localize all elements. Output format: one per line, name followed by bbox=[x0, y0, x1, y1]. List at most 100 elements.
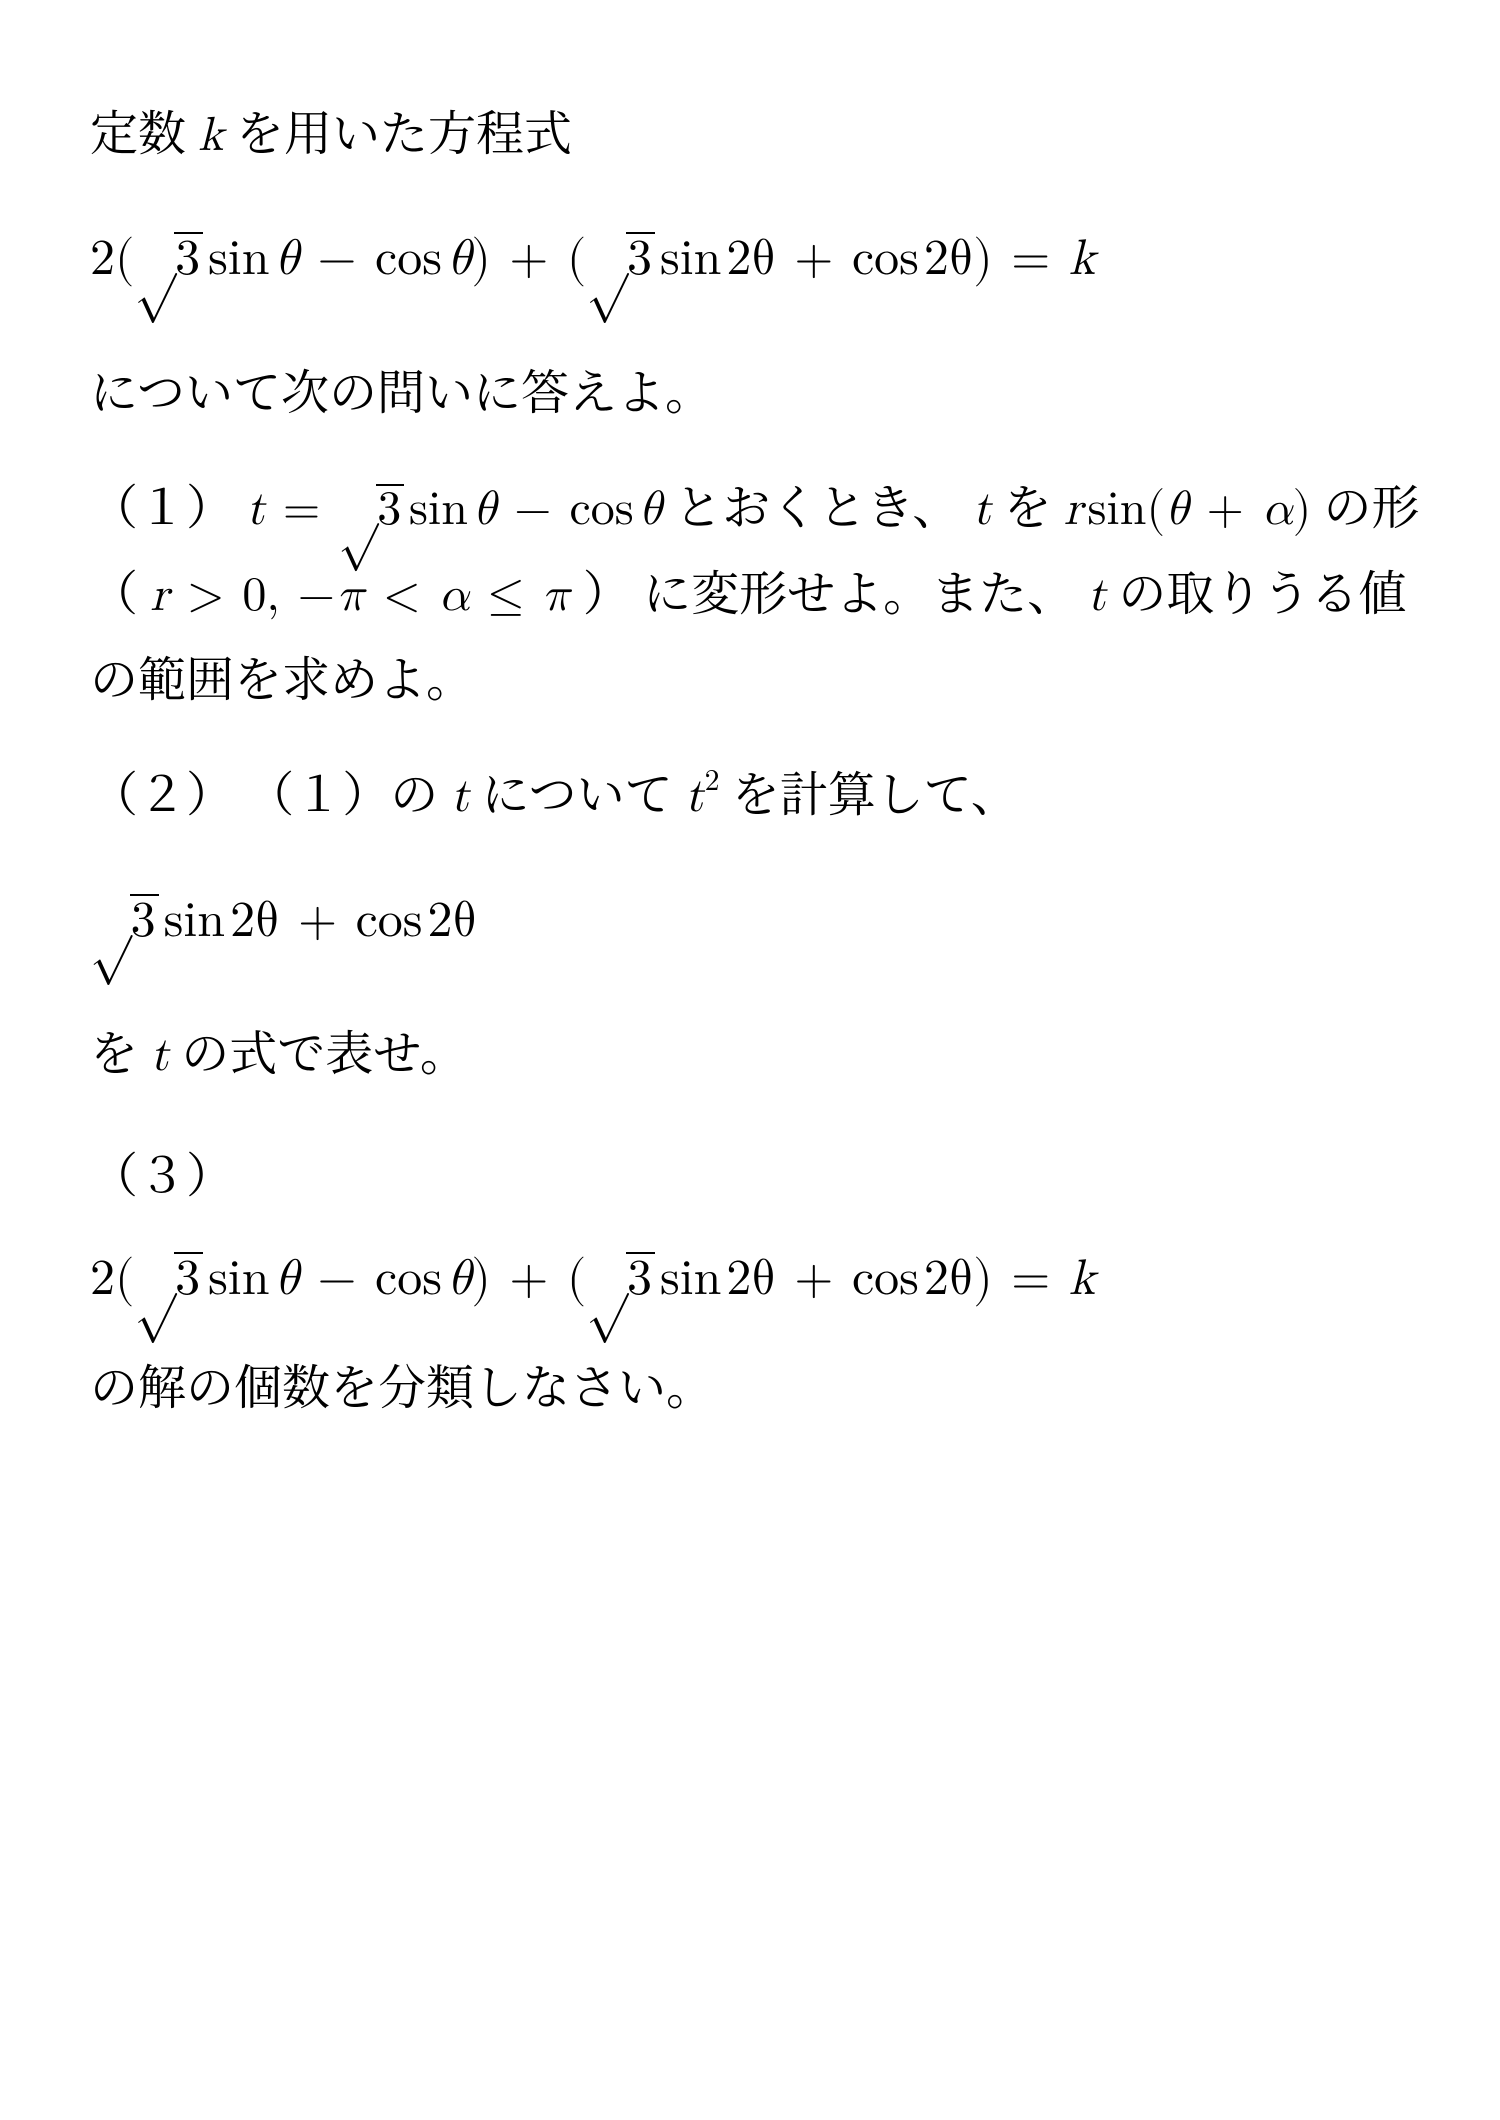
q1-le: ≤ bbox=[469, 572, 542, 620]
q3-theta-2: θ bbox=[447, 1254, 471, 1304]
q1-lp: ( bbox=[1146, 486, 1165, 534]
q2-mid: について bbox=[469, 756, 685, 825]
q1-theta-1: θ bbox=[473, 486, 496, 534]
q3-sqrt3-b-rad: 3 bbox=[626, 1252, 655, 1304]
q3-num-2: 2 bbox=[90, 1254, 115, 1304]
q2-cos: cos bbox=[356, 896, 423, 946]
q3-tail: の解の個数を分類しなさい。 bbox=[90, 1344, 1420, 1423]
q3-eq-math: 2(√3 sin θ − cos θ) + (√3 sin 2θ + cos 2… bbox=[90, 1254, 1095, 1304]
q1-theta-3: θ bbox=[1165, 486, 1188, 534]
q2-tail1: を計算して、 bbox=[719, 756, 1018, 825]
q3-sqrt3-a: √3 bbox=[134, 1238, 203, 1321]
q3-2theta-1: 2θ bbox=[726, 1254, 775, 1304]
q2-tail2-a: を bbox=[90, 1015, 150, 1084]
q2-2theta-2: 2θ bbox=[427, 896, 476, 946]
q2-sqrt3-rad: 3 bbox=[130, 894, 159, 946]
q1-label: （１） bbox=[90, 469, 246, 538]
q3-2theta-2: 2θ bbox=[924, 1254, 973, 1304]
q1-pi2: π bbox=[542, 572, 570, 620]
q1-pi1: π bbox=[337, 572, 365, 620]
q2-tsq: t2 bbox=[685, 773, 720, 821]
q1-sin: sin bbox=[409, 486, 468, 534]
q1-zero: 0 bbox=[242, 572, 266, 620]
q3-eq-op: = bbox=[993, 1254, 1069, 1304]
q2-sin: sin bbox=[164, 896, 225, 946]
plus-op-2: + bbox=[776, 234, 852, 284]
q1-t3: t bbox=[1087, 572, 1106, 620]
q2-tail2-b: の式で表せ。 bbox=[169, 1015, 468, 1084]
q1-neg: − bbox=[296, 572, 337, 620]
sqrt3-b-rad: 3 bbox=[626, 232, 655, 284]
q1-alpha: α bbox=[1262, 486, 1293, 534]
q2-sq: 2 bbox=[705, 766, 720, 796]
q2-display-expr: √3 sin 2θ + cos 2θ bbox=[90, 874, 1420, 963]
q3-rparen-1: ) bbox=[471, 1254, 490, 1304]
two-theta-2: 2θ bbox=[924, 234, 973, 284]
q3-cos-2: cos bbox=[852, 1254, 919, 1304]
q2-label: （２） （１）の bbox=[90, 756, 451, 825]
q1-comma: , bbox=[266, 572, 295, 620]
q3-lparen-1: ( bbox=[115, 1254, 134, 1304]
var-k: k bbox=[198, 112, 223, 160]
question-3-label: （３） bbox=[90, 1132, 1420, 1211]
q3-plus-2: + bbox=[776, 1254, 852, 1304]
q1-minus: − bbox=[496, 486, 569, 534]
q1-r: r bbox=[1064, 486, 1083, 534]
q1-alpha2: α bbox=[438, 572, 469, 620]
sin-1: sin bbox=[208, 234, 269, 284]
q1-sqrt3: √3 bbox=[338, 471, 404, 550]
q3-sin-1: sin bbox=[208, 1254, 269, 1304]
q1-plus: + bbox=[1189, 486, 1262, 534]
cos-2: cos bbox=[852, 234, 919, 284]
q2-sqrt3: √3 bbox=[90, 880, 159, 963]
q2-t3: t bbox=[150, 1032, 169, 1080]
intro-post: を用いた方程式 bbox=[224, 95, 572, 164]
eq-op: = bbox=[993, 234, 1069, 284]
q2-t2: t bbox=[685, 773, 704, 821]
q2-2theta-1: 2θ bbox=[230, 896, 279, 946]
theta-2: θ bbox=[447, 234, 471, 284]
sin-2: sin bbox=[660, 234, 721, 284]
q1-lt: < bbox=[365, 572, 438, 620]
cos-1: cos bbox=[375, 234, 442, 284]
q1-def: t = √3 sin θ − cos θ bbox=[246, 486, 662, 534]
q3-minus: − bbox=[299, 1254, 375, 1304]
q1-cos: cos bbox=[569, 486, 633, 534]
q2-expr: √3 sin 2θ + cos 2θ bbox=[90, 896, 477, 946]
q1-eq: = bbox=[265, 486, 338, 534]
q1-t: t bbox=[246, 486, 265, 534]
q1-t2: t bbox=[973, 486, 992, 534]
q1-cond: r > 0, −π < α ≤ π bbox=[150, 572, 570, 620]
two-theta-1: 2θ bbox=[726, 234, 775, 284]
plus-op-1: + bbox=[491, 234, 567, 284]
question-2: （２） （１）の t について t2 を計算して、 bbox=[90, 751, 1420, 837]
rparen-2: ) bbox=[973, 234, 992, 284]
q3-equation: 2(√3 sin θ − cos θ) + (√3 sin 2θ + cos 2… bbox=[90, 1232, 1420, 1321]
lead-2: について次の問いに答えよ。 bbox=[90, 349, 1420, 428]
q2-t: t bbox=[451, 773, 470, 821]
theta-1: θ bbox=[275, 234, 299, 284]
sqrt3-a: √3 bbox=[134, 218, 203, 301]
var-k-eq: k bbox=[1069, 234, 1095, 284]
q3-lparen-2: ( bbox=[567, 1254, 586, 1304]
q3-k: k bbox=[1069, 1254, 1095, 1304]
q2-plus: + bbox=[279, 896, 355, 946]
sqrt3-b: √3 bbox=[586, 218, 655, 301]
q3-sqrt3-a-rad: 3 bbox=[174, 1252, 203, 1304]
intro-pre: 定数 bbox=[90, 95, 198, 164]
minus-op-1: − bbox=[299, 234, 375, 284]
q1-rp: ) bbox=[1293, 486, 1312, 534]
q1-gt: > bbox=[169, 572, 242, 620]
q3-plus-1: + bbox=[491, 1254, 567, 1304]
q3-sin-2: sin bbox=[660, 1254, 721, 1304]
q3-cos-1: cos bbox=[375, 1254, 442, 1304]
intro-line: 定数 k を用いた方程式 bbox=[90, 90, 1420, 176]
sqrt3-a-rad: 3 bbox=[174, 232, 203, 284]
lparen-1: ( bbox=[115, 234, 134, 284]
q1-sqrt3-rad: 3 bbox=[376, 484, 404, 534]
q3-sqrt3-b: √3 bbox=[586, 1238, 655, 1321]
rparen-1: ) bbox=[471, 234, 490, 284]
q1-rsin: r sin(θ + α) bbox=[1064, 486, 1311, 534]
q3-rparen-2: ) bbox=[973, 1254, 992, 1304]
q2-tail2: を t の式で表せ。 bbox=[90, 1010, 1420, 1096]
